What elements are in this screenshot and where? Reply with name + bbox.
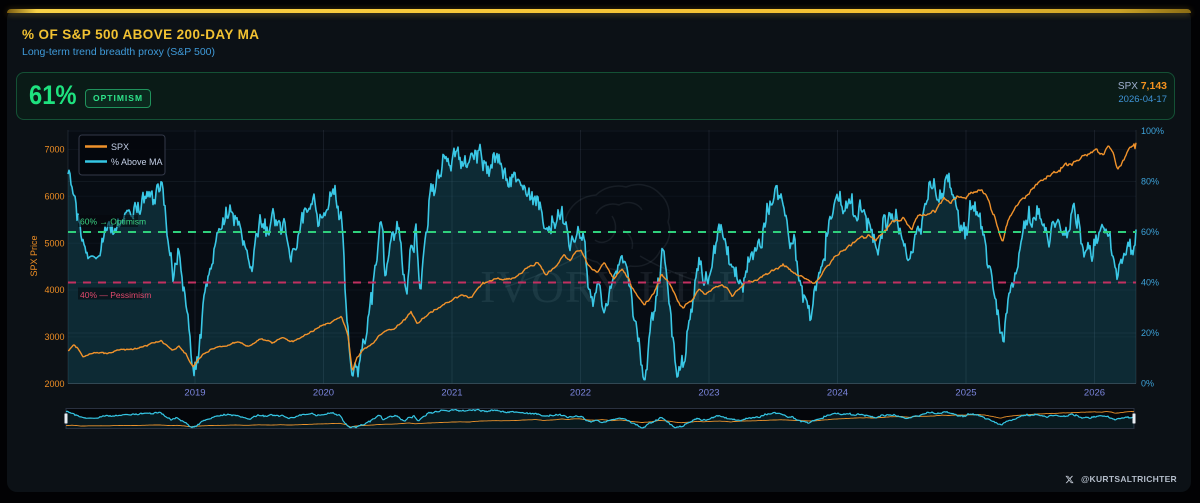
svg-text:5000: 5000 (44, 238, 64, 248)
svg-text:2026: 2026 (1084, 388, 1105, 399)
svg-text:2025: 2025 (955, 388, 976, 399)
svg-text:2022: 2022 (570, 388, 591, 399)
svg-text:3000: 3000 (44, 332, 64, 342)
svg-text:40% — Pessimism: 40% — Pessimism (80, 290, 151, 300)
svg-text:40%: 40% (1141, 278, 1159, 288)
svg-text:6000: 6000 (44, 192, 64, 202)
svg-text:80%: 80% (1141, 177, 1159, 187)
svg-text:2024: 2024 (827, 388, 848, 399)
svg-text:2019: 2019 (184, 388, 205, 399)
svg-text:2000: 2000 (44, 379, 64, 389)
svg-text:2020: 2020 (313, 388, 334, 399)
svg-text:2023: 2023 (698, 388, 719, 399)
svg-text:SPX: SPX (111, 142, 129, 152)
svg-text:2021: 2021 (441, 388, 462, 399)
svg-text:100%: 100% (1141, 126, 1164, 136)
svg-text:SPX Price: SPX Price (29, 235, 39, 276)
svg-text:60% → Optimism: 60% → Optimism (80, 217, 146, 227)
svg-text:7000: 7000 (44, 145, 64, 155)
svg-text:60%: 60% (1141, 227, 1159, 237)
svg-text:20%: 20% (1141, 328, 1159, 338)
svg-text:0%: 0% (1141, 379, 1154, 389)
svg-text:% Above MA: % Above MA (111, 157, 163, 167)
svg-text:4000: 4000 (44, 285, 64, 295)
